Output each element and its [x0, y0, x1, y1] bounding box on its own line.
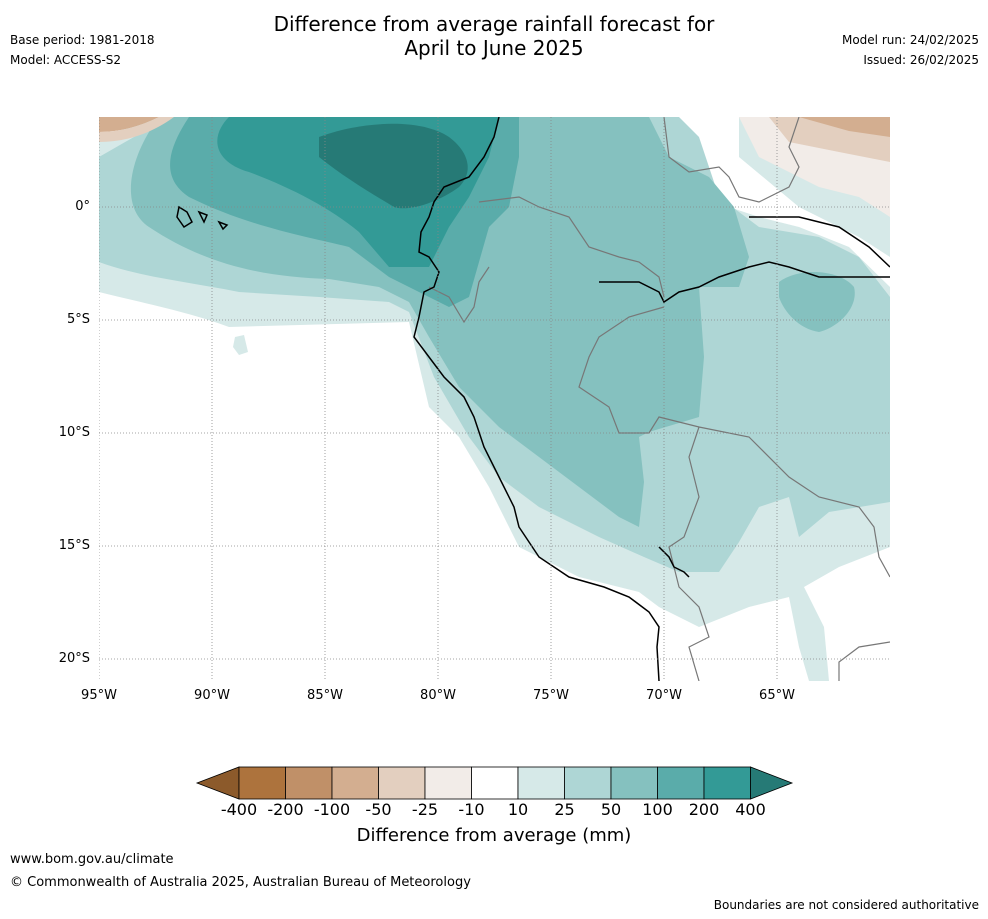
country-borders: [428, 117, 890, 681]
colorbar-tick: 200: [688, 800, 720, 819]
colorbar-swatch: [471, 766, 519, 800]
contour-dry-topright-dark: [799, 117, 890, 137]
boundary-disclaimer: Boundaries are not considered authoritat…: [713, 898, 979, 912]
meta-left: Base period: 1981-2018 Model: ACCESS-S2: [10, 30, 155, 70]
colorbar-swatch: [657, 766, 705, 800]
colorbar-tick: 100: [642, 800, 673, 819]
lon-label-70w: 70°W: [646, 688, 682, 703]
lon-label-80w: 80°W: [420, 688, 456, 703]
colorbar-tick: -10: [458, 800, 485, 819]
colorbar-tick: -25: [411, 800, 439, 819]
lon-label-85w: 85°W: [307, 688, 343, 703]
colorbar-swatch: [424, 766, 472, 800]
footer-copyright: © Commonwealth of Australia 2025, Austra…: [10, 875, 471, 890]
lat-label-0: 0°: [75, 199, 90, 214]
contour-amazon-blob: [779, 271, 855, 332]
coastline: [176, 117, 890, 681]
title-line-1: Difference from average rainfall forecas…: [273, 12, 715, 36]
lon-label-65w: 65°W: [759, 688, 795, 703]
model-run: Model run: 24/02/2025: [841, 33, 979, 47]
colorbar-swatch: [285, 766, 333, 800]
lat-label-10s: 10°S: [58, 425, 90, 440]
colorbar-title: Difference from average (mm): [356, 825, 632, 846]
colorbar-tick: -200: [267, 800, 304, 819]
colorbar-swatch: [238, 766, 286, 800]
colorbar-swatch: [703, 766, 751, 800]
colorbar-tick: 400: [735, 800, 766, 819]
graticule: [99, 117, 890, 681]
colorbar-tick: 10: [507, 800, 529, 819]
model-name: Model: ACCESS-S2: [10, 53, 122, 67]
colorbar-swatch: [517, 766, 565, 800]
contour-over-400: [319, 123, 468, 209]
colorbar-swatch: [378, 766, 426, 800]
colorbar: [195, 766, 794, 800]
colorbar-arrow-right: [750, 766, 794, 800]
title-line-2: April to June 2025: [404, 36, 584, 60]
colorbar-tick: 25: [554, 800, 575, 819]
meta-right: Model run: 24/02/2025 Issued: 26/02/2025: [842, 30, 979, 70]
colorbar-tick: -50: [365, 800, 392, 819]
footer-url[interactable]: www.bom.gov.au/climate: [10, 852, 174, 867]
base-period: Base period: 1981-2018: [10, 33, 155, 47]
lon-label-95w: 95°W: [81, 688, 117, 703]
colorbar-arrow-left: [195, 766, 240, 800]
colorbar-swatch: [610, 766, 658, 800]
lat-label-15s: 15°S: [58, 538, 90, 553]
lon-label-75w: 75°W: [533, 688, 569, 703]
map-title: Difference from average rainfall forecas…: [0, 12, 988, 60]
colorbar-tick: 50: [600, 800, 622, 819]
lat-label-20s: 20°S: [58, 651, 90, 666]
lat-label-5s: 5°S: [66, 312, 90, 327]
colorbar-tick: -100: [313, 800, 351, 819]
lon-label-90w: 90°W: [194, 688, 230, 703]
rainfall-map: [99, 117, 890, 681]
contour-dry-topleft-2: [99, 117, 174, 142]
contour-dry-topleft: [99, 117, 159, 132]
colorbar-swatch: [331, 766, 379, 800]
colorbar-tick: -400: [220, 800, 258, 819]
issued-date: Issued: 26/02/2025: [863, 53, 979, 67]
colorbar-swatch: [564, 766, 612, 800]
contour-10-25-island: [233, 335, 248, 355]
